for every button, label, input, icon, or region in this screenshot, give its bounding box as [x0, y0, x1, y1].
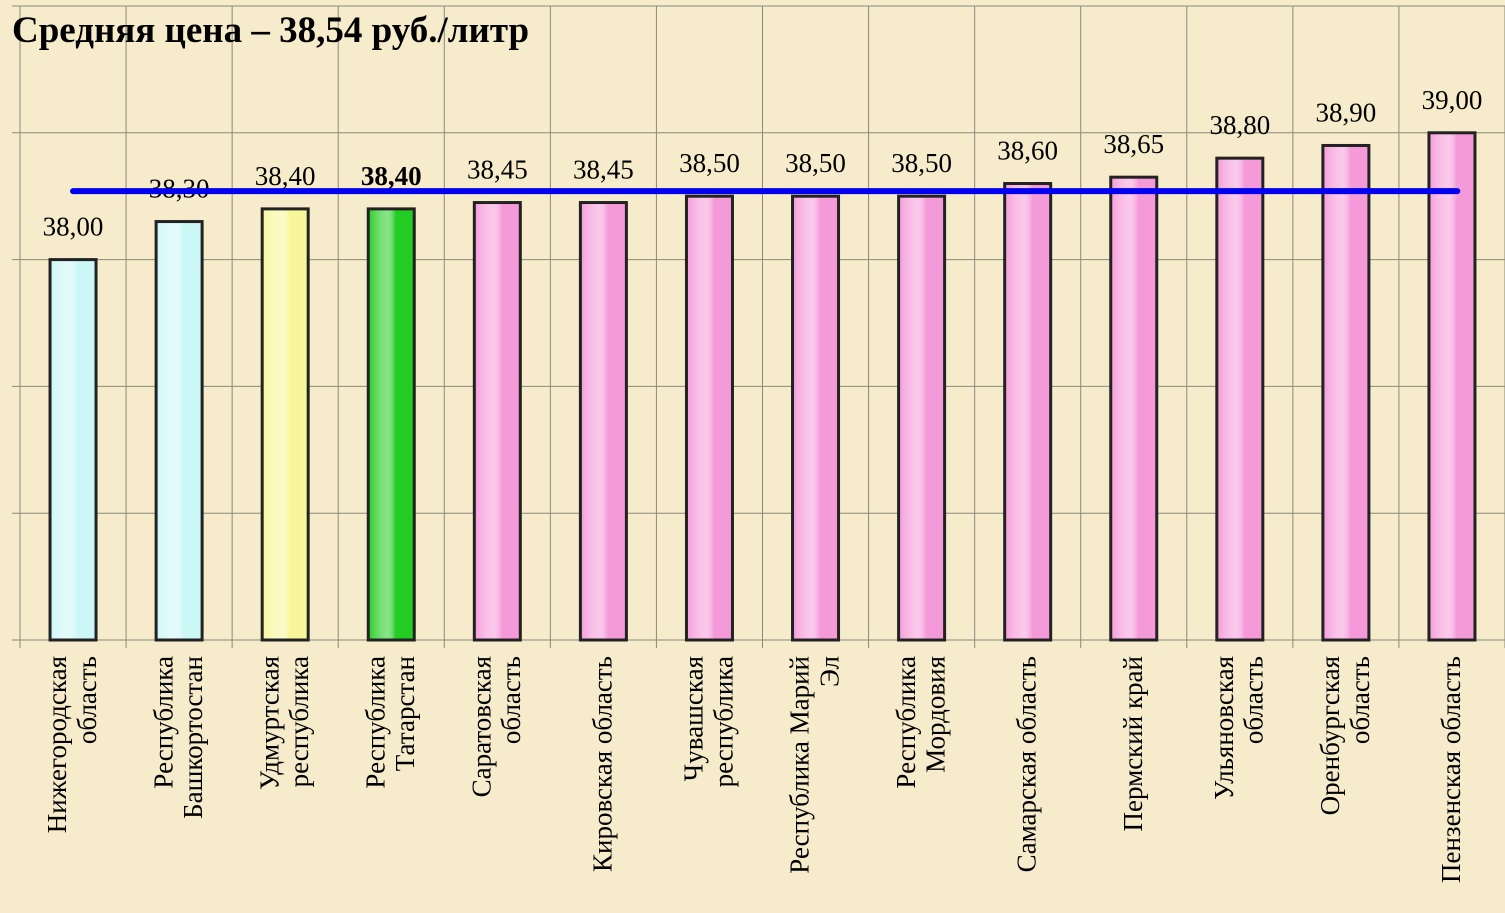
bar [684, 194, 734, 642]
value-label: 38,90 [1316, 97, 1377, 127]
value-label: 38,80 [1209, 110, 1270, 140]
bar [472, 201, 522, 642]
bar [1427, 131, 1477, 642]
x-tick-label: Самарская область [1012, 656, 1042, 872]
x-tick-label: Чувашскаяреспублика [679, 656, 739, 787]
value-label: 38,50 [785, 148, 846, 178]
x-tick-label: РеспубликаМордовия [891, 656, 951, 789]
bar [1003, 182, 1053, 642]
bar [791, 194, 841, 642]
bar [48, 258, 98, 642]
bar [366, 207, 416, 642]
value-label: 38,65 [1103, 129, 1164, 159]
chart-title: Средняя цена – 38,54 руб./литр [12, 10, 529, 51]
x-tick-label: Ульяновскаяобласть [1209, 656, 1269, 800]
bar [1215, 156, 1265, 642]
value-label: 38,50 [891, 148, 952, 178]
x-tick-label: Удмуртскаяреспублика [254, 656, 314, 790]
bar [1321, 143, 1371, 642]
bar [1109, 175, 1159, 642]
x-tick-label: Республика МарийЭл [785, 656, 845, 874]
bar [578, 201, 628, 642]
x-tick-label: Пермский край [1118, 656, 1148, 831]
value-label: 38,45 [573, 155, 634, 185]
value-label: 39,00 [1422, 85, 1483, 115]
bar [897, 194, 947, 642]
value-label: 38,40 [255, 161, 316, 191]
x-tick-label: Пензенская область [1436, 656, 1466, 883]
x-tick-label: РеспубликаТатарстан [360, 656, 420, 789]
x-tick-label: Кировская область [587, 656, 617, 872]
value-label: 38,45 [467, 155, 528, 185]
value-label: 38,00 [43, 212, 104, 242]
value-label: 38,40 [361, 161, 422, 191]
x-tick-label: Саратовскаяобласть [466, 656, 526, 797]
value-label: 38,60 [997, 136, 1058, 166]
value-label: 38,50 [679, 148, 740, 178]
bar [154, 220, 204, 642]
x-tick-label: Оренбургскаяобласть [1315, 656, 1375, 815]
bar [260, 207, 310, 642]
x-tick-label: Нижегородскаяобласть [42, 656, 102, 833]
x-tick-label: РеспубликаБашкортостан [148, 656, 208, 819]
